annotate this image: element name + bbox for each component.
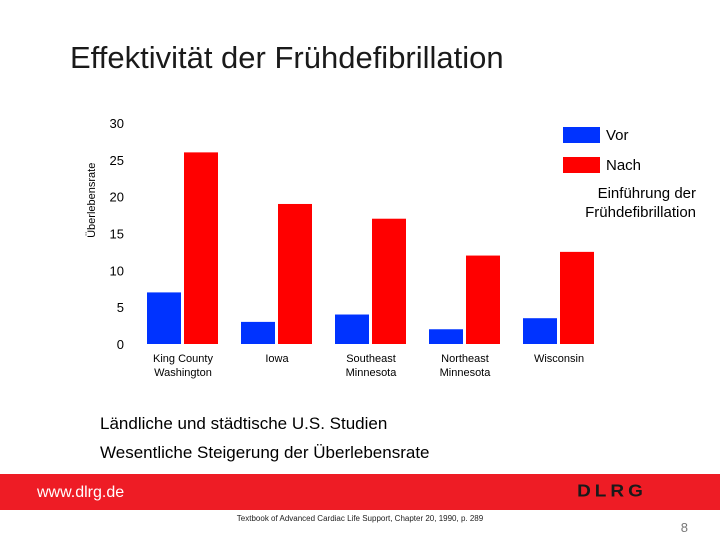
y-tick-label: 20 xyxy=(110,190,124,205)
x-tick-label-line: King County xyxy=(153,353,213,365)
footer-bar xyxy=(0,474,720,510)
dlrg-logo: DLRG xyxy=(577,483,647,500)
x-tick-label: Wisconsin xyxy=(534,353,584,365)
legend-note-line-2: Frühdefibrillation xyxy=(585,204,696,221)
bar-before xyxy=(241,321,275,344)
x-tick-label-line: Southeast xyxy=(346,353,396,365)
note-survival-increase: Wesentliche Steigerung der Überlebensrat… xyxy=(100,443,430,462)
bar-before xyxy=(429,329,463,344)
bar-after xyxy=(466,255,500,344)
slide-title: Effektivität der Frühdefibrillation xyxy=(70,40,504,75)
legend-label-before: Vor xyxy=(606,127,629,144)
website-link[interactable]: www.dlrg.de xyxy=(37,484,125,501)
x-tick-label: Northeast Minnesota xyxy=(440,353,492,379)
bar-after xyxy=(372,218,406,344)
bar-before xyxy=(335,314,369,344)
y-tick-label: 25 xyxy=(110,153,124,168)
bar-chart: Überlebensrate 0 5 10 15 20 25 30 King County Was… xyxy=(86,116,594,379)
legend-swatch-before xyxy=(563,127,600,143)
x-tick-label: Iowa xyxy=(265,353,289,365)
x-tick-label-line: Northeast xyxy=(441,353,489,365)
x-tick-label-line: Wisconsin xyxy=(534,353,584,365)
citation: Textbook of Advanced Cardiac Life Suppor… xyxy=(236,514,484,523)
page-number: 8 xyxy=(680,520,688,535)
bar-after xyxy=(184,152,218,344)
legend-label-after: Nach xyxy=(606,157,642,174)
y-axis-label: Überlebensrate xyxy=(86,163,98,238)
legend-note: Einführung der Frühdefibrillation xyxy=(585,184,696,222)
note-studies: Ländliche und städtische U.S. Studien xyxy=(100,414,388,433)
bar-before xyxy=(147,292,181,344)
bar-after xyxy=(278,203,312,344)
x-tick-label-line: Minnesota xyxy=(440,367,492,379)
dlrg-logo-text: DLRG xyxy=(577,483,647,500)
x-tick-label: Southeast Minnesota xyxy=(346,353,398,379)
bar-before xyxy=(523,318,557,344)
x-tick-label-line: Iowa xyxy=(265,353,289,365)
y-tick-label: 15 xyxy=(110,226,124,241)
x-tick-label-line: Minnesota xyxy=(346,367,398,379)
legend-swatch-after xyxy=(563,157,600,173)
y-tick-label: 10 xyxy=(110,263,124,278)
x-tick-label: King County Washington xyxy=(153,353,213,379)
y-tick-label: 0 xyxy=(117,337,124,352)
y-tick-label: 30 xyxy=(110,116,124,131)
legend-note-line-1: Einführung der xyxy=(597,185,696,202)
bar-after xyxy=(560,251,594,344)
x-tick-label-line: Washington xyxy=(154,367,212,379)
y-tick-label: 5 xyxy=(117,300,124,315)
